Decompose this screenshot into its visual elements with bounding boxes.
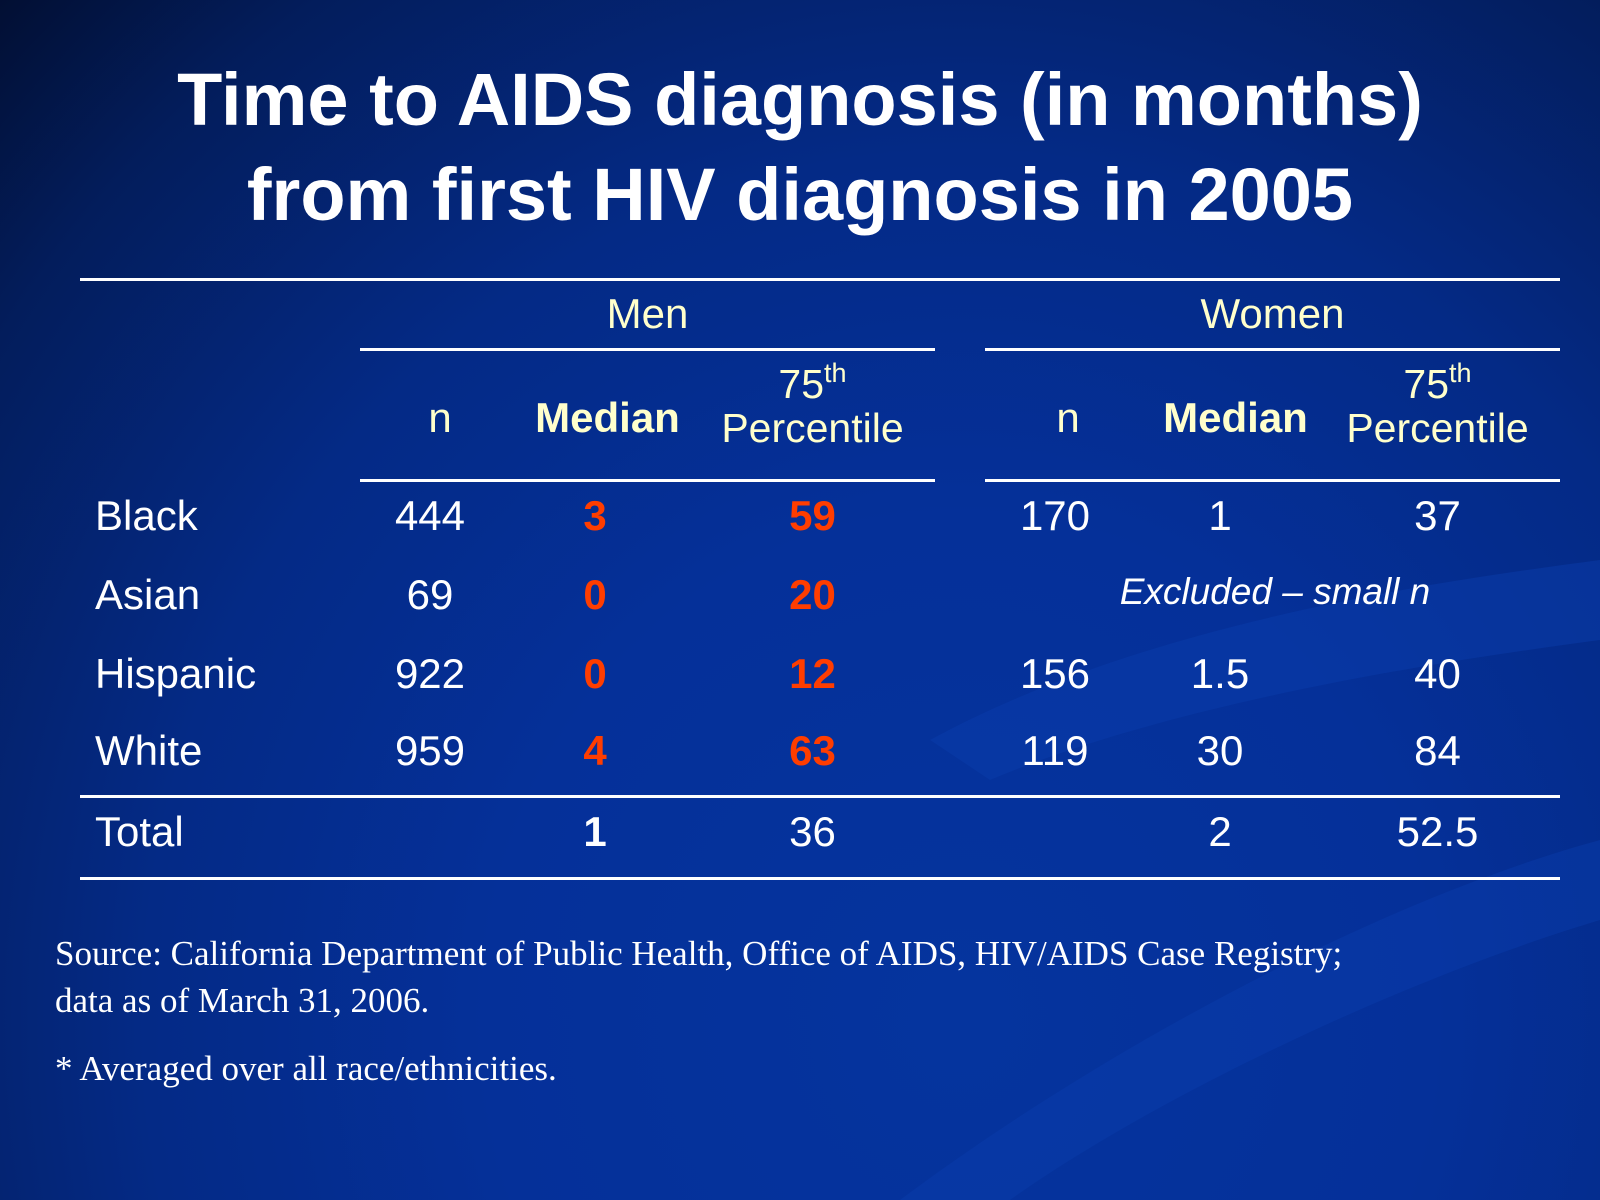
women-percentile-word: Percentile [1346, 405, 1529, 451]
row-label-black: Black [95, 492, 198, 539]
table-bottom-rule [80, 877, 1560, 880]
women-col-median-header: Median [1163, 394, 1308, 441]
men-percentile-word: Percentile [721, 405, 904, 451]
black-men-p75: 59 [789, 492, 836, 539]
total-men-median: 1 [583, 808, 607, 855]
black-women-median: 1 [1208, 492, 1232, 539]
total-men-p75: 36 [789, 808, 836, 855]
hispanic-men-median: 0 [583, 650, 607, 697]
row-label-hispanic: Hispanic [95, 650, 257, 697]
hispanic-men-n: 922 [394, 650, 466, 697]
women-header-bottom-rule [985, 479, 1560, 482]
asian-men-p75: 20 [789, 571, 836, 618]
men-header-bottom-rule [360, 479, 935, 482]
footnote: * Averaged over all race/ethnicities. [55, 1049, 557, 1088]
asian-men-n: 69 [406, 571, 454, 618]
white-men-n: 959 [394, 727, 466, 774]
men-group-rule [360, 348, 935, 351]
source-line-1: Source: California Department of Public … [55, 934, 1343, 973]
hispanic-women-p75: 40 [1414, 650, 1461, 697]
men-percentile-suffix: th [824, 358, 847, 388]
men-col-n-header: n [428, 394, 452, 441]
asian-women-excluded-note: Excluded – small n [1119, 571, 1431, 612]
black-women-p75: 37 [1414, 492, 1461, 539]
black-men-n: 444 [394, 492, 466, 539]
men-col-median-header: Median [535, 394, 680, 441]
group-header-women: Women [1200, 290, 1345, 337]
women-col-n-header: n [1056, 394, 1080, 441]
row-label-total: Total [95, 808, 184, 855]
women-col-percentile-header: 75th Percentile [1325, 360, 1550, 451]
row-label-asian: Asian [95, 571, 201, 618]
white-women-p75: 84 [1414, 727, 1461, 774]
black-men-median: 3 [583, 492, 607, 539]
hispanic-women-n: 156 [1019, 650, 1091, 697]
black-women-n: 170 [1019, 492, 1091, 539]
hispanic-men-p75: 12 [789, 650, 836, 697]
total-top-rule [80, 795, 1560, 798]
table-top-rule [80, 278, 1560, 281]
men-col-percentile-header: 75th Percentile [700, 360, 925, 451]
white-women-n: 119 [1021, 727, 1089, 774]
hispanic-women-median: 1.5 [1190, 650, 1250, 697]
white-men-median: 4 [583, 727, 607, 774]
title-line-1: Time to AIDS diagnosis (in months) [177, 58, 1423, 141]
women-percentile-suffix: th [1449, 358, 1472, 388]
white-men-p75: 63 [789, 727, 836, 774]
asian-men-median: 0 [583, 571, 607, 618]
total-women-p75: 52.5 [1396, 808, 1479, 855]
source-citation: Source: California Department of Public … [55, 930, 1555, 1024]
men-percentile-number: 75 [778, 361, 825, 407]
women-percentile-number: 75 [1403, 361, 1450, 407]
total-women-median: 2 [1208, 808, 1232, 855]
row-label-white: White [95, 727, 203, 774]
white-women-median: 30 [1196, 727, 1244, 774]
title-line-2: from first HIV diagnosis in 2005 [246, 153, 1354, 236]
group-header-men: Men [606, 290, 689, 337]
source-line-2: data as of March 31, 2006. [55, 981, 430, 1020]
slide-title: Time to AIDS diagnosis (in months) from … [0, 52, 1600, 242]
women-group-rule [985, 348, 1560, 351]
